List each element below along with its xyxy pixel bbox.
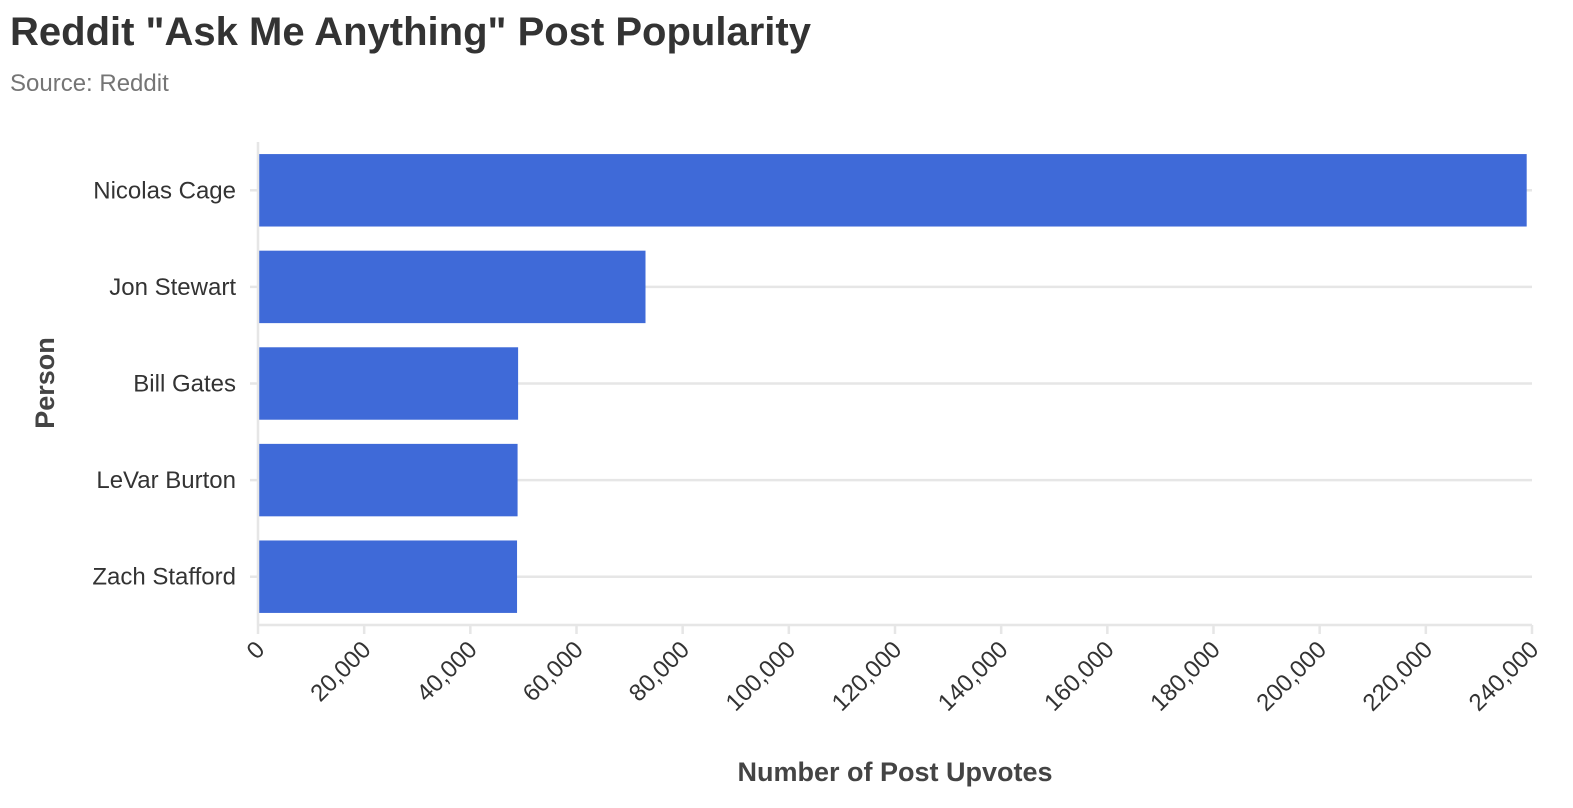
x-tick-label: 60,000	[518, 636, 589, 707]
x-tick-label: 160,000	[1039, 636, 1119, 716]
bar	[258, 250, 646, 324]
axes	[250, 142, 1534, 634]
category-labels: Nicolas Cage Jon Stewart Bill Gates LeVar B…	[92, 177, 236, 590]
x-tick-label: 180,000	[1145, 636, 1225, 716]
bar	[258, 540, 518, 613]
bars	[258, 154, 1527, 613]
y-axis-title: Person	[30, 337, 60, 429]
x-tick-label: 240,000	[1464, 636, 1544, 716]
x-tick-label: 220,000	[1358, 636, 1438, 716]
bar	[258, 443, 518, 517]
category-label: Bill Gates	[133, 371, 236, 398]
x-tick-labels: 0 20,000 40,000 60,000 80,000 100,000 120,000 1…	[242, 636, 1545, 716]
chart-subtitle: Source: Reddit	[10, 70, 169, 97]
x-tick-label: 20,000	[305, 636, 376, 707]
x-tick-label: 0	[242, 636, 271, 665]
category-label: Jon Stewart	[109, 274, 236, 301]
x-axis-title: Number of Post Upvotes	[737, 757, 1052, 787]
x-tick-label: 100,000	[721, 636, 801, 716]
category-label: Zach Stafford	[92, 564, 236, 591]
x-tick-label: 140,000	[933, 636, 1013, 716]
chart-title: Reddit "Ask Me Anything" Post Popularity	[10, 10, 811, 54]
x-tick-label: 120,000	[827, 636, 907, 716]
bar	[258, 347, 519, 420]
bar	[258, 154, 1527, 227]
category-label: Nicolas Cage	[93, 177, 236, 204]
x-tick-label: 200,000	[1251, 636, 1331, 716]
x-tick-label: 40,000	[412, 636, 483, 707]
category-label: LeVar Burton	[96, 467, 236, 494]
x-tick-label: 80,000	[624, 636, 695, 707]
